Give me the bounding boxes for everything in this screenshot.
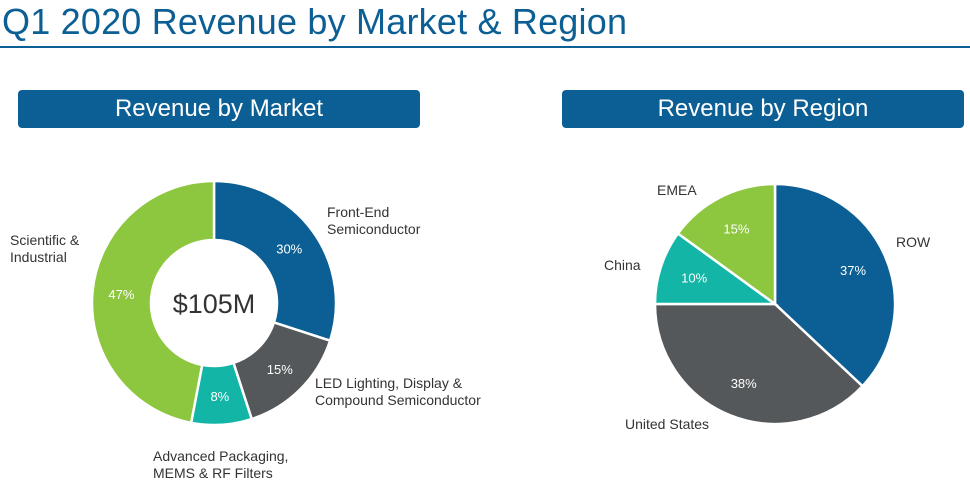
market-donut-chart: 30% Front-End Semiconductor 15% LED Lighting… [10,179,481,481]
pct-label-row: 37% [840,263,866,278]
category-label-china: China [604,257,641,273]
pct-label-front-end-semiconductor: 30% [276,241,302,256]
pct-label-united-states: 38% [731,376,757,391]
slice-scientific-industrial [90,179,216,425]
revenue-by-market-header: Revenue by Market [18,90,420,128]
pct-label-china: 10% [681,271,707,286]
category-label-row: ROW [896,234,931,250]
pct-label-advanced-packaging-mems-rf-filters: 8% [210,389,229,404]
title-divider [0,46,970,48]
pct-label-emea: 15% [723,221,749,236]
slice-front-end-semiconductor [212,179,338,343]
page-title: Q1 2020 Revenue by Market & Region [2,1,628,42]
category-label-scientific-industrial: Scientific & Industrial [10,232,80,265]
category-label-united-states: United States [625,416,709,432]
donut-center-total: $105M [173,289,256,319]
slice-row [773,182,897,388]
region-pie-chart: 37% ROW 38% United States 10% China 15% EMEA [604,182,931,432]
pct-label-led-lighting-display-compound-semiconductor: 15% [267,362,293,377]
revenue-by-region-header: Revenue by Region [562,90,964,128]
category-label-led-lighting-display-compound-semiconductor: LED Lighting, Display & Compound Semicond… [315,375,481,408]
slice-united-states [653,302,865,426]
category-label-front-end-semiconductor: Front-End Semiconductor [327,204,421,237]
slice-emea [676,182,777,307]
category-label-emea: EMEA [657,182,697,198]
slice-china [653,231,779,306]
pct-label-scientific-industrial: 47% [108,287,134,302]
category-label-advanced-packaging-mems-rf-filters: Advanced Packaging, MEMS & RF Filters [153,448,288,481]
